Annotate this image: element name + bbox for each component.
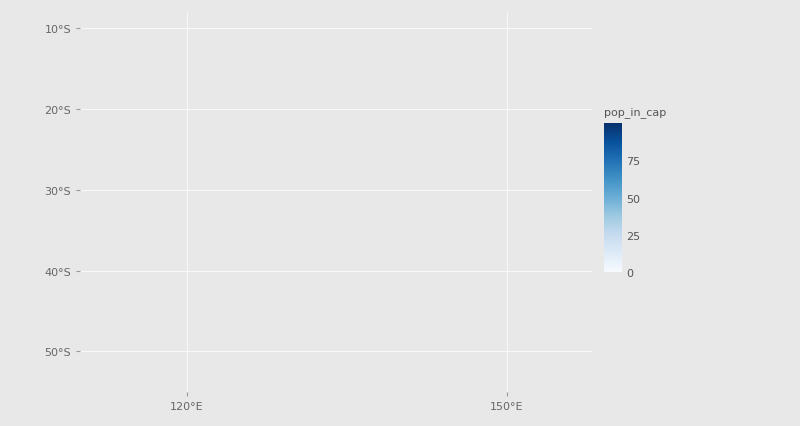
Text: pop_in_cap: pop_in_cap — [604, 107, 666, 118]
